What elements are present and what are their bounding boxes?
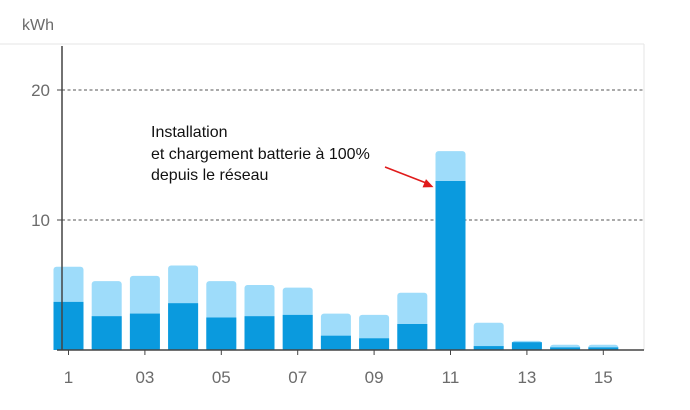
y-tick-label-20: 20 bbox=[31, 81, 50, 100]
axis-ticks: 10 20 1 03 05 07 09 11 13 15 bbox=[31, 81, 613, 387]
bar-14-dark bbox=[550, 347, 581, 350]
bar-6-dark bbox=[244, 316, 275, 350]
bar-5-dark bbox=[206, 317, 237, 350]
x-tick-label-13: 13 bbox=[517, 368, 536, 387]
gridlines bbox=[62, 89, 644, 221]
bar-11-dark bbox=[435, 181, 466, 350]
annotation-arrow-line bbox=[384, 166, 427, 184]
bar-7-dark bbox=[282, 314, 313, 350]
bar-12-total bbox=[473, 322, 504, 350]
annotation-line-3: depuis le réseau bbox=[151, 167, 268, 184]
annotation-line-1: Installation bbox=[151, 124, 228, 141]
bar-13-dark bbox=[511, 342, 542, 350]
bar-10-dark bbox=[397, 324, 428, 350]
bar-3-dark bbox=[129, 313, 160, 350]
annotation-arrow-head bbox=[422, 179, 434, 188]
x-tick-label-09: 09 bbox=[365, 368, 384, 387]
bar-9-dark bbox=[359, 338, 390, 350]
x-tick-label-11: 11 bbox=[442, 368, 460, 387]
bar-2-dark bbox=[91, 316, 122, 350]
annotation-line-2: et chargement batterie à 100% bbox=[151, 146, 370, 163]
x-tick-label-15: 15 bbox=[594, 368, 613, 387]
y-tick-label-10: 10 bbox=[31, 211, 50, 230]
x-tick-label-07: 07 bbox=[288, 368, 307, 387]
annotation: Installation et chargement batterie à 10… bbox=[151, 124, 434, 188]
bar-15-dark bbox=[588, 347, 619, 350]
bar-12-dark bbox=[473, 346, 504, 350]
bar-1-dark bbox=[53, 301, 84, 350]
bar-8-dark bbox=[320, 335, 351, 350]
unit-label: kWh bbox=[22, 17, 54, 34]
x-tick-label-1: 1 bbox=[64, 368, 73, 387]
bar-4-dark bbox=[168, 303, 199, 350]
x-tick-label-05: 05 bbox=[212, 368, 231, 387]
x-tick-label-03: 03 bbox=[135, 368, 154, 387]
bars bbox=[53, 151, 619, 350]
